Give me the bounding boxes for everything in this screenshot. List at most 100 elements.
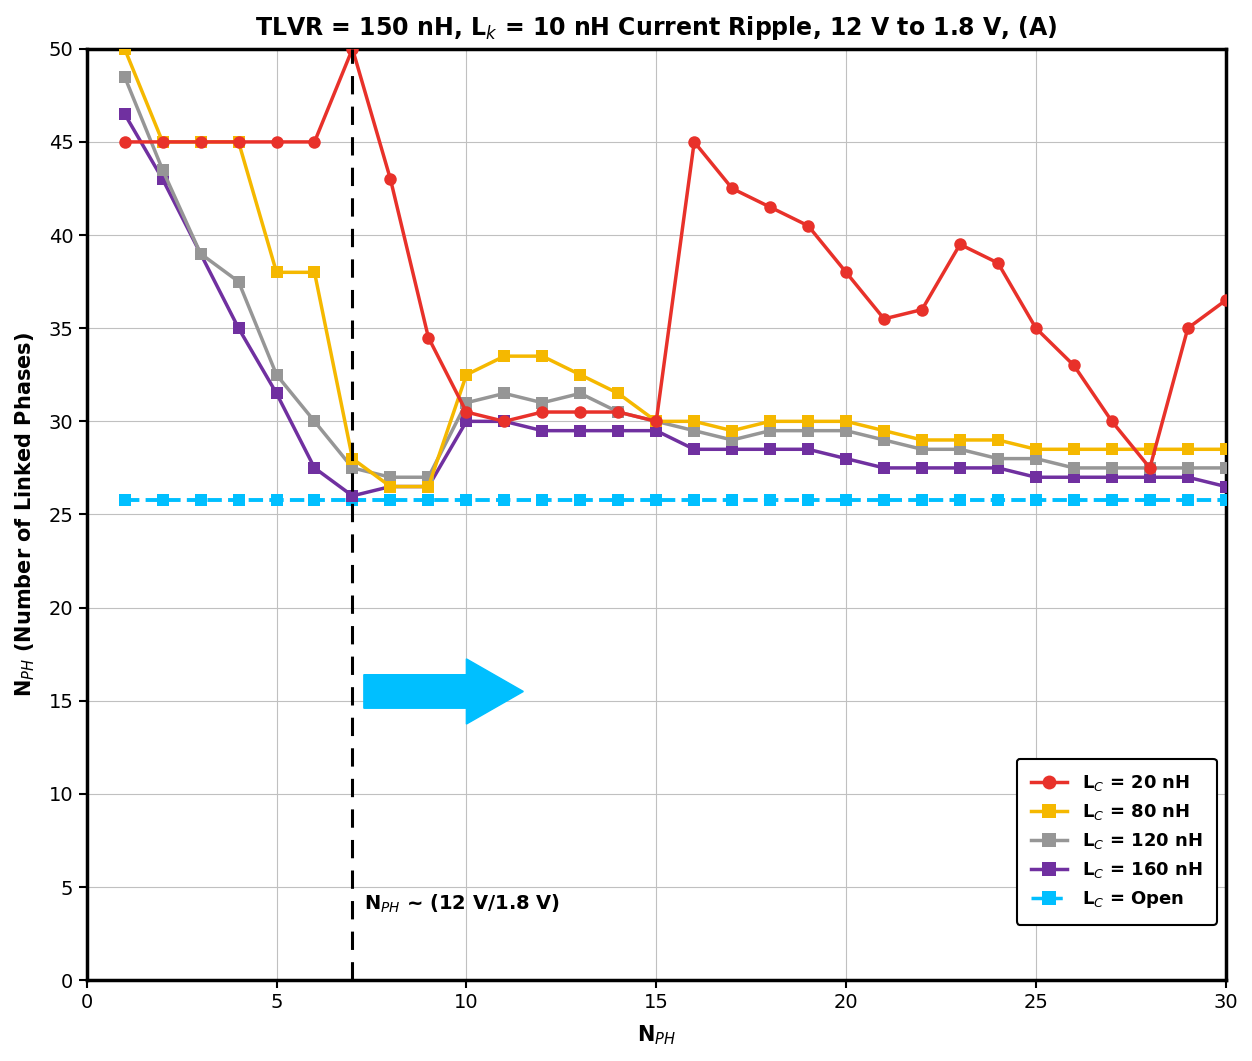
L$_C$ = 160 nH <box>990 462 1005 474</box>
L$_C$ = 80 nH <box>193 136 208 149</box>
L$_C$ = 80 nH <box>572 368 587 381</box>
L$_C$ = 160 nH <box>193 247 208 260</box>
L$_C$ = 80 nH <box>686 415 701 428</box>
L$_C$ = 80 nH <box>383 481 398 493</box>
L$_C$ = Open <box>232 493 247 506</box>
L$_C$ = 160 nH <box>876 462 891 474</box>
L$_C$ = Open <box>155 493 170 506</box>
L$_C$ = 80 nH <box>990 434 1005 447</box>
Line: L$_C$ = 120 nH: L$_C$ = 120 nH <box>119 70 1232 484</box>
L$_C$ = 80 nH <box>269 266 284 279</box>
L$_C$ = 20 nH <box>1181 321 1196 334</box>
L$_C$ = 20 nH <box>346 42 361 55</box>
L$_C$ = 160 nH <box>155 173 170 186</box>
L$_C$ = 20 nH <box>839 266 854 279</box>
L$_C$ = 20 nH <box>762 201 777 213</box>
L$_C$ = 80 nH <box>725 424 740 437</box>
L$_C$ = 120 nH <box>953 442 968 455</box>
L$_C$ = 120 nH <box>876 434 891 447</box>
L$_C$ = 160 nH <box>839 452 854 465</box>
L$_C$ = Open <box>686 493 701 506</box>
L$_C$ = 80 nH <box>649 415 664 428</box>
L$_C$ = Open <box>535 493 550 506</box>
L$_C$ = 80 nH <box>1028 442 1043 455</box>
L$_C$ = 20 nH <box>1218 294 1233 307</box>
Title: TLVR = 150 nH, L$_k$ = 10 nH Current Ripple, 12 V to 1.8 V, (A): TLVR = 150 nH, L$_k$ = 10 nH Current Rip… <box>255 14 1058 41</box>
L$_C$ = 20 nH <box>155 136 170 149</box>
L$_C$ = 160 nH <box>1218 481 1233 493</box>
L$_C$ = 120 nH <box>762 424 777 437</box>
L$_C$ = 80 nH <box>1218 442 1233 455</box>
L$_C$ = Open <box>497 493 512 506</box>
L$_C$ = 20 nH <box>459 405 475 418</box>
L$_C$ = Open <box>990 493 1005 506</box>
L$_C$ = 120 nH <box>346 462 361 474</box>
L$_C$ = 160 nH <box>118 107 133 120</box>
L$_C$ = 160 nH <box>421 481 436 493</box>
L$_C$ = 80 nH <box>1104 442 1119 455</box>
L$_C$ = Open <box>346 493 361 506</box>
L$_C$ = 20 nH <box>307 136 322 149</box>
L$_C$ = Open <box>876 493 891 506</box>
L$_C$ = 120 nH <box>839 424 854 437</box>
L$_C$ = 120 nH <box>232 275 247 288</box>
L$_C$ = 120 nH <box>155 163 170 176</box>
L$_C$ = 120 nH <box>497 387 512 400</box>
L$_C$ = 80 nH <box>611 387 626 400</box>
L$_C$ = 80 nH <box>497 350 512 363</box>
L$_C$ = 160 nH <box>1028 471 1043 484</box>
L$_C$ = Open <box>839 493 854 506</box>
L$_C$ = 120 nH <box>307 415 322 428</box>
L$_C$ = Open <box>1218 493 1233 506</box>
L$_C$ = Open <box>421 493 436 506</box>
L$_C$ = Open <box>269 493 284 506</box>
L$_C$ = 80 nH <box>155 136 170 149</box>
L$_C$ = 80 nH <box>459 368 475 381</box>
L$_C$ = 120 nH <box>383 471 398 484</box>
L$_C$ = 20 nH <box>649 415 664 428</box>
L$_C$ = 160 nH <box>611 424 626 437</box>
L$_C$ = 120 nH <box>686 424 701 437</box>
L$_C$ = 20 nH <box>611 405 626 418</box>
L$_C$ = 120 nH <box>1142 462 1157 474</box>
L$_C$ = 160 nH <box>686 442 701 455</box>
L$_C$ = Open <box>762 493 777 506</box>
L$_C$ = Open <box>307 493 322 506</box>
L$_C$ = 80 nH <box>232 136 247 149</box>
L$_C$ = 160 nH <box>269 387 284 400</box>
L$_C$ = 160 nH <box>725 442 740 455</box>
L$_C$ = 120 nH <box>990 452 1005 465</box>
L$_C$ = 120 nH <box>459 397 475 410</box>
L$_C$ = 160 nH <box>497 415 512 428</box>
L$_C$ = Open <box>1181 493 1196 506</box>
L$_C$ = 120 nH <box>193 247 208 260</box>
L$_C$ = 80 nH <box>876 424 891 437</box>
L$_C$ = 120 nH <box>1028 452 1043 465</box>
L$_C$ = 20 nH <box>800 220 815 232</box>
L$_C$ = 80 nH <box>914 434 929 447</box>
Line: L$_C$ = 20 nH: L$_C$ = 20 nH <box>119 42 1232 474</box>
Line: L$_C$ = 80 nH: L$_C$ = 80 nH <box>119 42 1232 492</box>
L$_C$ = 120 nH <box>421 471 436 484</box>
Legend: L$_C$ = 20 nH, L$_C$ = 80 nH, L$_C$ = 120 nH, L$_C$ = 160 nH, L$_C$ = Open: L$_C$ = 20 nH, L$_C$ = 80 nH, L$_C$ = 12… <box>1017 759 1217 924</box>
L$_C$ = 160 nH <box>346 489 361 502</box>
L$_C$ = 160 nH <box>307 462 322 474</box>
L$_C$ = 120 nH <box>914 442 929 455</box>
L$_C$ = 20 nH <box>572 405 587 418</box>
L$_C$ = Open <box>800 493 815 506</box>
X-axis label: N$_{PH}$: N$_{PH}$ <box>637 1024 676 1047</box>
L$_C$ = Open <box>611 493 626 506</box>
L$_C$ = 80 nH <box>421 481 436 493</box>
FancyArrow shape <box>364 659 523 724</box>
L$_C$ = Open <box>953 493 968 506</box>
L$_C$ = 160 nH <box>800 442 815 455</box>
L$_C$ = 120 nH <box>1218 462 1233 474</box>
L$_C$ = 160 nH <box>232 321 247 334</box>
Line: L$_C$ = Open: L$_C$ = Open <box>119 493 1232 506</box>
Text: N$_{PH}$ ~ (12 V/1.8 V): N$_{PH}$ ~ (12 V/1.8 V) <box>364 892 560 915</box>
L$_C$ = 160 nH <box>1067 471 1082 484</box>
L$_C$ = Open <box>914 493 929 506</box>
L$_C$ = Open <box>1028 493 1043 506</box>
L$_C$ = Open <box>1067 493 1082 506</box>
L$_C$ = 80 nH <box>800 415 815 428</box>
